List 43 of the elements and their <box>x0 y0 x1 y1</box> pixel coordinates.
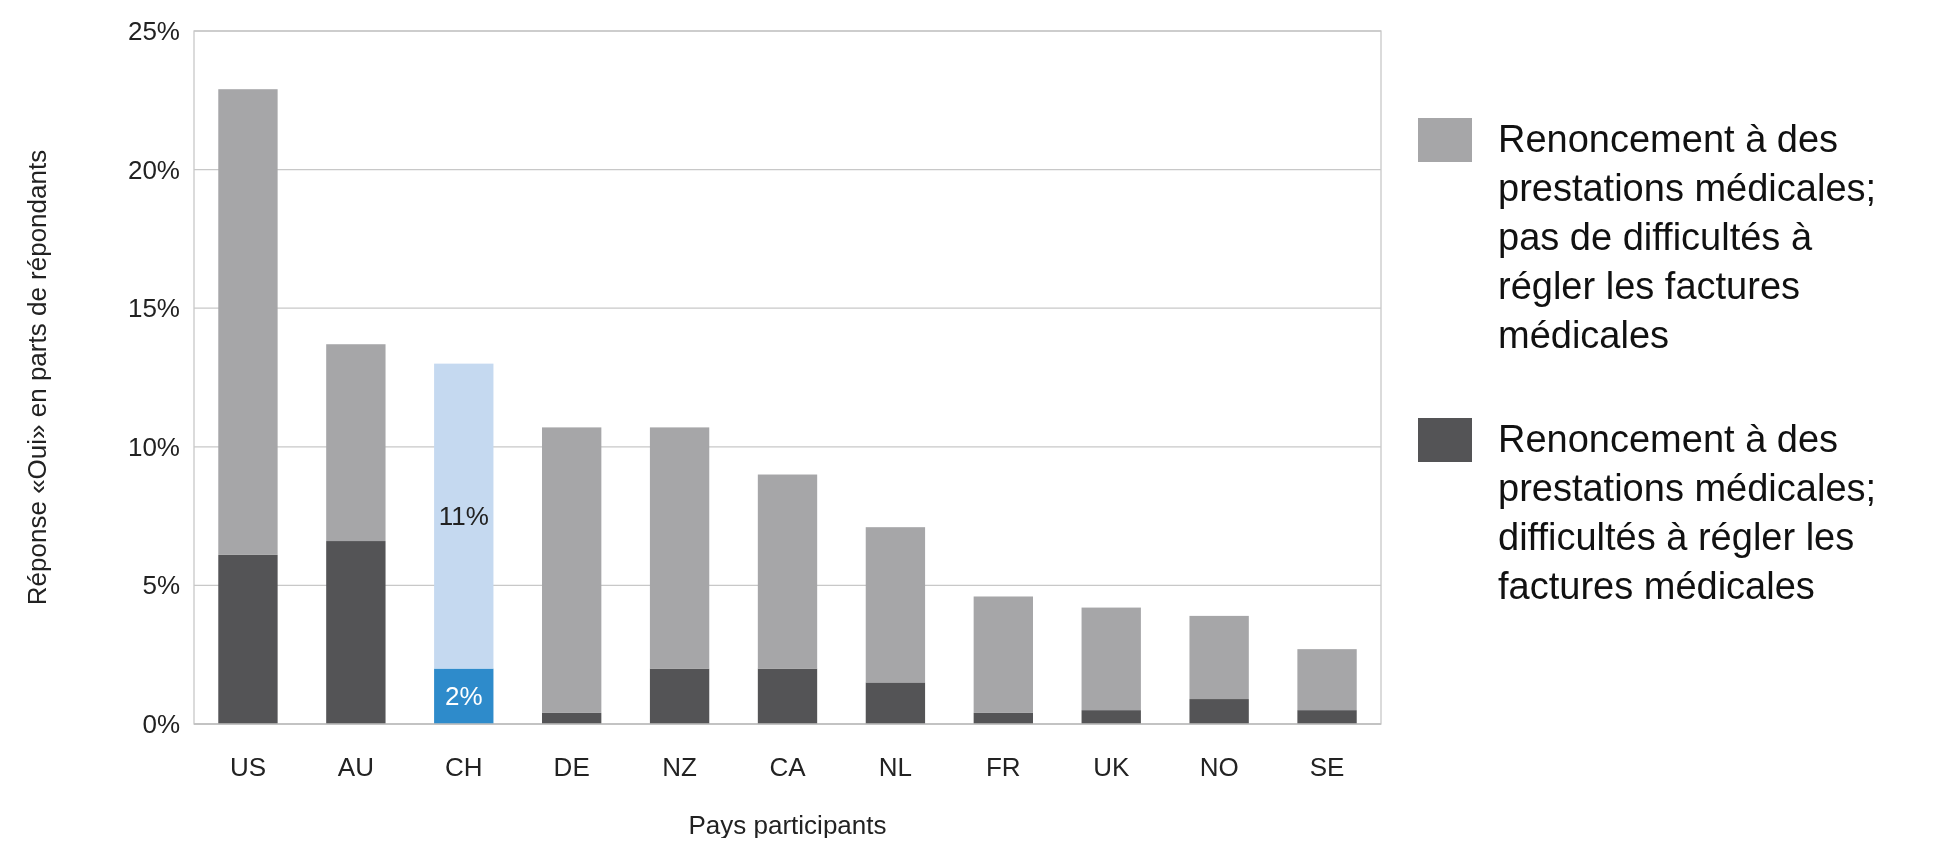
bar <box>1189 615 1249 700</box>
x-tick-label: AU <box>337 752 374 782</box>
x-tick-label: NZ <box>662 752 698 782</box>
y-tick-label: 5% <box>142 570 180 601</box>
y-tick-label: 25% <box>127 16 180 46</box>
x-tick-label: FR <box>985 752 1021 782</box>
x-tick-label: US <box>229 752 267 782</box>
x-tick-label: NL <box>878 752 913 782</box>
y-tick-label: 0% <box>142 709 180 739</box>
bar <box>218 89 278 555</box>
bar <box>1297 710 1357 724</box>
legend-label: Renoncement à des prestations médicales; pas de difficultés à régler les factures médicales <box>1498 118 1877 356</box>
bar <box>542 427 602 713</box>
bar <box>865 682 926 724</box>
y-tick-label: 20% <box>127 154 180 185</box>
bar <box>973 596 1033 713</box>
x-tick-label: NO <box>1199 752 1239 782</box>
data-label: 2% <box>444 681 483 712</box>
bar <box>1189 699 1249 724</box>
bar <box>542 712 602 724</box>
y-axis-title: Réponse «Oui» en parts de répondants <box>22 149 52 606</box>
bar <box>757 668 818 724</box>
bar <box>865 527 926 683</box>
legend-label: Renoncement à des prestations médicales; difficultés à régler les factures médicales <box>1498 418 1877 607</box>
bar <box>326 541 386 724</box>
bar <box>1081 607 1141 711</box>
x-tick-label: CA <box>769 752 807 782</box>
bar <box>326 344 386 542</box>
bar <box>1081 710 1141 724</box>
bar <box>649 668 710 724</box>
x-tick-label: UK <box>1093 752 1130 782</box>
y-tick-label: 10% <box>127 431 180 462</box>
x-tick-label: CH <box>444 752 483 782</box>
y-tick-label: 15% <box>127 293 180 324</box>
bar <box>434 363 494 669</box>
x-tick-label: DE <box>553 752 590 782</box>
bar <box>973 712 1033 724</box>
data-label: 11% <box>438 501 489 532</box>
x-tick-label: SE <box>1309 752 1345 782</box>
bar <box>218 554 278 724</box>
bar <box>649 427 710 669</box>
bar <box>1297 649 1357 711</box>
bar <box>757 474 818 669</box>
